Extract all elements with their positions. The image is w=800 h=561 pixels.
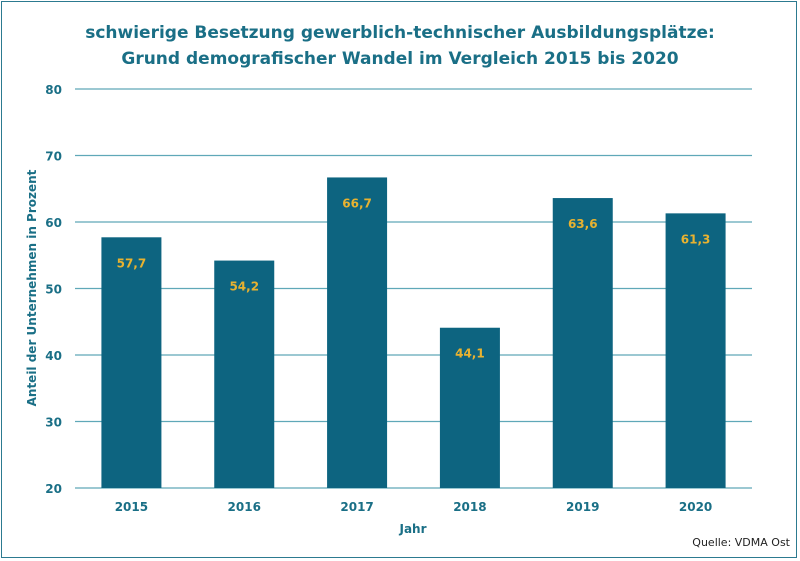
bar	[214, 260, 275, 488]
bar-value-label: 44,1	[455, 347, 485, 361]
chart-title-line1: schwierige Besetzung gewerblich-technisc…	[85, 23, 715, 43]
bar-value-label: 63,6	[568, 217, 598, 231]
bar	[327, 177, 388, 488]
x-tick-label: 2016	[228, 500, 261, 514]
bar	[665, 213, 726, 489]
x-tick-label: 2015	[115, 500, 148, 514]
bar-value-label: 57,7	[117, 256, 147, 270]
bar	[552, 198, 613, 488]
bar	[439, 327, 500, 488]
y-tick-label: 70	[45, 150, 62, 164]
bar	[101, 237, 162, 488]
y-tick-label: 50	[45, 283, 62, 297]
y-tick-label: 30	[45, 416, 62, 430]
y-tick-label: 80	[45, 83, 62, 97]
x-tick-label: 2020	[679, 500, 712, 514]
y-axis-label: Anteil der Unternehmen in Prozent	[25, 169, 39, 406]
bar-value-label: 54,2	[229, 280, 259, 294]
y-tick-label: 60	[45, 216, 62, 230]
bar-value-label: 66,7	[342, 196, 372, 210]
x-tick-label: 2017	[340, 500, 373, 514]
y-tick-label: 40	[45, 349, 62, 363]
y-tick-label: 20	[45, 482, 62, 496]
x-tick-label: 2018	[453, 500, 486, 514]
source-note: Quelle: VDMA Ost	[692, 536, 790, 549]
bar-value-label: 61,3	[681, 232, 711, 246]
x-tick-label: 2019	[566, 500, 599, 514]
chart-title-line2: Grund demografischer Wandel im Vergleich…	[121, 49, 678, 69]
x-axis-label: Jahr	[398, 522, 426, 536]
